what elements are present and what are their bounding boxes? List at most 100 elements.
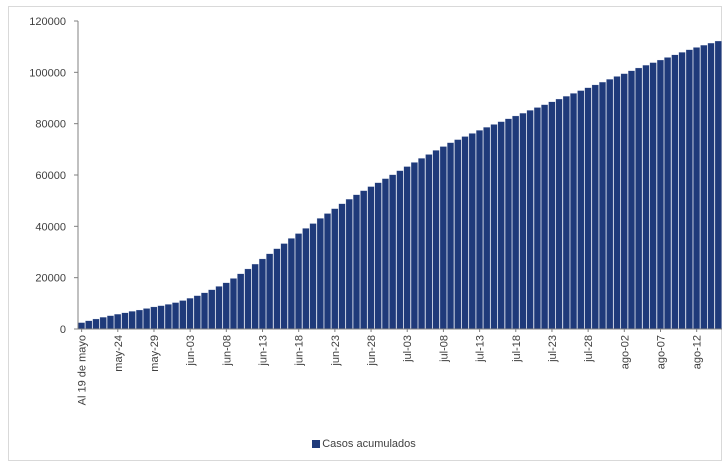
bar xyxy=(562,96,570,330)
x-tick-label: ago-12 xyxy=(692,335,704,369)
bar xyxy=(628,70,635,330)
bar xyxy=(584,87,592,330)
bar xyxy=(121,312,129,330)
y-tick-label: 0 xyxy=(60,324,66,336)
bar xyxy=(85,320,93,330)
bar xyxy=(266,253,274,330)
bar xyxy=(620,73,628,330)
bar xyxy=(367,186,375,330)
bar xyxy=(693,47,701,330)
bar xyxy=(258,258,266,330)
bar xyxy=(295,233,303,330)
bar xyxy=(172,302,180,330)
bar xyxy=(338,203,346,330)
bar xyxy=(425,154,433,330)
bar xyxy=(548,101,556,330)
x-tick-label: jul-13 xyxy=(475,335,487,363)
bar xyxy=(280,243,288,330)
bar xyxy=(331,208,339,330)
bar xyxy=(671,54,679,330)
bar xyxy=(454,139,462,330)
bar xyxy=(649,62,657,330)
bar xyxy=(157,305,165,330)
x-tick-label: jun-08 xyxy=(221,335,233,367)
bar xyxy=(512,115,520,330)
bar xyxy=(403,166,411,330)
bar xyxy=(591,84,599,330)
bar xyxy=(381,178,389,330)
y-tick-label: 60000 xyxy=(35,170,66,182)
x-tick-label: jul-18 xyxy=(511,335,523,363)
bar xyxy=(497,121,505,330)
bar xyxy=(251,263,259,330)
x-tick-label: jun-23 xyxy=(330,335,342,367)
y-tick-label: 100000 xyxy=(29,67,66,79)
bar xyxy=(570,93,578,330)
bar xyxy=(237,273,245,330)
bar xyxy=(599,81,606,330)
bar xyxy=(215,286,223,330)
bar xyxy=(222,282,230,330)
bar xyxy=(99,317,107,330)
legend: Casos acumulados xyxy=(0,438,728,450)
bar xyxy=(418,158,426,330)
y-tick-label: 80000 xyxy=(35,119,66,131)
x-tick-label: jul-28 xyxy=(583,335,595,363)
x-tick-label: jul-08 xyxy=(438,335,450,363)
y-tick-label: 20000 xyxy=(35,273,66,285)
bar xyxy=(353,194,360,330)
bar xyxy=(613,76,621,330)
bar xyxy=(483,127,491,330)
bar xyxy=(642,65,650,330)
x-tick-label: Al 19 de mayo xyxy=(77,335,89,405)
bar xyxy=(678,52,686,330)
bar xyxy=(374,182,382,330)
y-tick-label: 40000 xyxy=(35,221,66,233)
x-tick-label: may-24 xyxy=(113,335,125,372)
bar xyxy=(439,146,447,330)
bar xyxy=(107,315,114,330)
bar xyxy=(461,136,469,330)
bar xyxy=(143,308,151,330)
bar xyxy=(128,311,136,330)
bar xyxy=(324,213,331,330)
bar xyxy=(273,248,281,330)
legend-swatch xyxy=(312,440,321,448)
bar xyxy=(432,150,440,330)
bar xyxy=(504,118,512,330)
bar xyxy=(201,292,208,330)
bar xyxy=(360,190,368,330)
bar xyxy=(468,133,476,330)
bar xyxy=(150,306,158,330)
bar xyxy=(287,238,295,330)
bar xyxy=(700,45,708,330)
bar xyxy=(78,322,85,330)
x-tick-label: jul-23 xyxy=(547,335,559,363)
y-tick-label: 120000 xyxy=(29,16,66,28)
x-tick-label: jun-28 xyxy=(366,335,378,367)
bar xyxy=(389,174,397,330)
x-tick-label: may-29 xyxy=(149,335,161,372)
bar xyxy=(635,67,643,330)
bar xyxy=(208,289,216,330)
bar xyxy=(179,300,187,330)
x-tick-label: jun-03 xyxy=(185,335,197,367)
bar xyxy=(447,142,454,330)
x-tick-label: jul-03 xyxy=(402,335,414,363)
bar xyxy=(345,199,353,330)
bar xyxy=(577,90,585,330)
bar xyxy=(519,113,527,330)
bar xyxy=(555,98,563,330)
bar xyxy=(114,313,122,330)
bar xyxy=(490,124,498,330)
bar xyxy=(230,278,237,330)
bar xyxy=(664,57,672,330)
bar xyxy=(526,110,534,330)
bar xyxy=(186,298,194,330)
bar xyxy=(476,130,483,330)
bar xyxy=(410,162,418,330)
bar xyxy=(316,218,324,330)
bar xyxy=(541,104,549,330)
bar xyxy=(685,49,693,330)
